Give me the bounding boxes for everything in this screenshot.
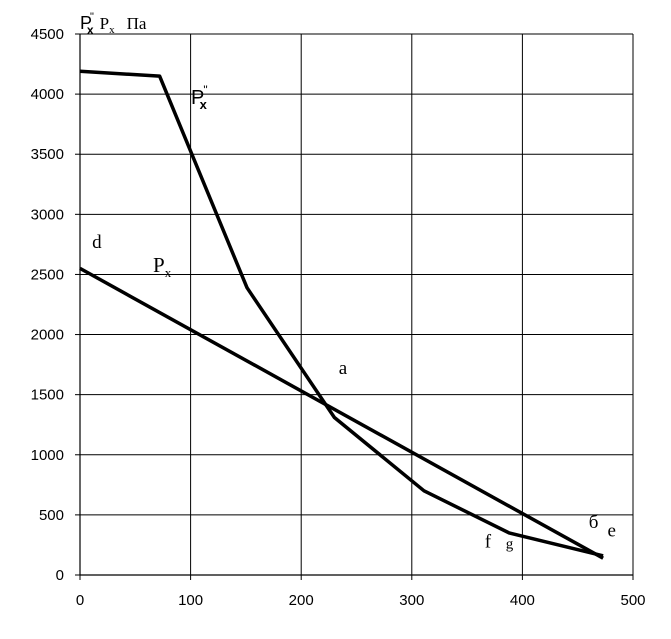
x-tick-label: 200 bbox=[289, 592, 314, 609]
x-tick-label: 300 bbox=[399, 592, 424, 609]
y-label-sub1: x bbox=[87, 23, 94, 37]
point-letter-f: f bbox=[485, 531, 492, 552]
x-tick-label: 500 bbox=[620, 592, 645, 609]
x-tick-labels: 0 100 200 300 400 500 bbox=[76, 592, 646, 609]
y-tick-label: 4500 bbox=[31, 26, 64, 43]
y-label-base1: P bbox=[80, 13, 92, 33]
y-tick-label: 4000 bbox=[31, 86, 64, 103]
point-letter-d: d bbox=[92, 232, 102, 253]
series-line-px-double-prime bbox=[79, 69, 604, 558]
y-tick-label: 0 bbox=[56, 567, 64, 584]
y-label-base2: P bbox=[100, 14, 109, 33]
series-label-px2-base: P bbox=[191, 87, 204, 109]
y-tick-labels: 0 500 1000 1500 2000 2500 3000 3500 4000 4500 bbox=[31, 26, 64, 584]
series-label-px2-sub: x bbox=[200, 97, 208, 112]
axes bbox=[75, 33, 634, 580]
y-label-sup1: " bbox=[90, 11, 94, 23]
point-letter-б: б bbox=[589, 512, 599, 533]
y-tick-label: 500 bbox=[39, 507, 64, 524]
y-tick-label: 1500 bbox=[31, 387, 64, 404]
series-label-px2-sup: " bbox=[203, 83, 207, 97]
series-label-px-sub: x bbox=[165, 265, 172, 280]
y-tick-label: 2500 bbox=[31, 266, 64, 283]
series-label-px-base: P bbox=[153, 253, 165, 277]
y-tick-label: 2000 bbox=[31, 327, 64, 344]
grid bbox=[80, 33, 634, 575]
y-tick-label: 3000 bbox=[31, 206, 64, 223]
x-tick-label: 100 bbox=[178, 592, 203, 609]
point-letter-a: a bbox=[339, 358, 348, 379]
point-letter-g: g bbox=[506, 537, 514, 553]
x-tick-label: 0 bbox=[76, 592, 84, 609]
point-letters: d a б е f g bbox=[92, 232, 616, 553]
series-label-px: Px bbox=[153, 253, 172, 280]
series-line-px bbox=[79, 266, 604, 560]
x-tick-label: 400 bbox=[510, 592, 535, 609]
y-axis-label: P" x Px Па bbox=[80, 11, 147, 37]
y-tick-label: 3500 bbox=[31, 146, 64, 163]
series-label-px2: P" x bbox=[191, 83, 208, 112]
series-lines bbox=[79, 69, 604, 560]
point-letter-е: е bbox=[608, 521, 616, 542]
y-label-sub2: x bbox=[109, 24, 115, 36]
y-label-unit: Па bbox=[127, 14, 147, 33]
y-tick-label: 1000 bbox=[31, 447, 64, 464]
